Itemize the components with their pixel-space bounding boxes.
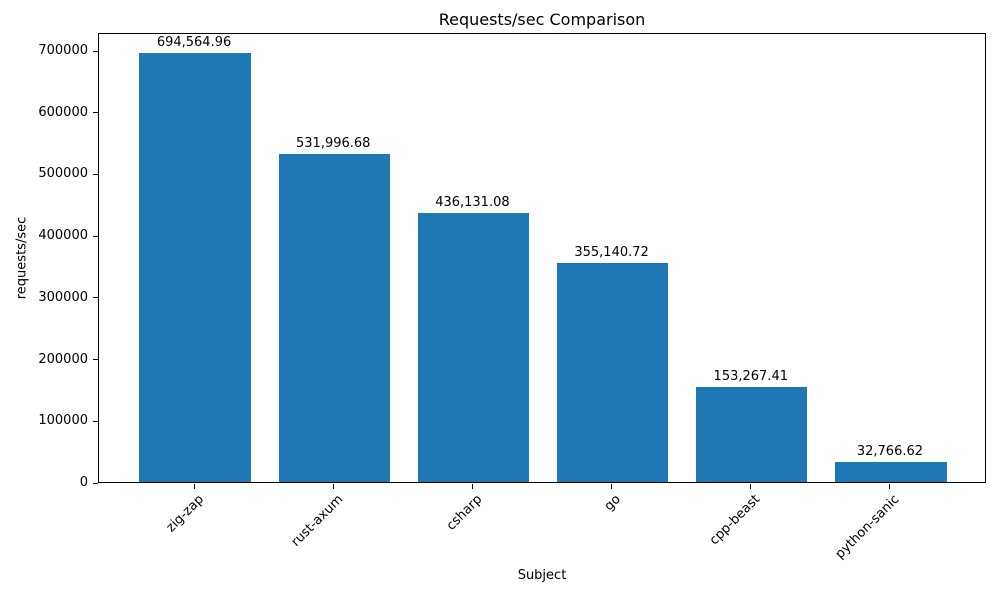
x-tick-mark <box>193 484 195 489</box>
bar-value-label: 153,267.41 <box>713 369 788 385</box>
x-tick-label: zig-zap <box>163 492 207 536</box>
bar-rust-axum <box>278 153 390 482</box>
y-tick-mark <box>93 235 98 237</box>
bar-value-label: 355,140.72 <box>574 244 649 260</box>
y-tick-label: 600000 <box>38 104 88 120</box>
x-tick-mark <box>889 484 891 489</box>
y-tick-mark <box>93 50 98 52</box>
y-tick-label: 100000 <box>38 413 88 429</box>
y-tick-mark <box>93 482 98 484</box>
y-tick-mark <box>93 112 98 114</box>
x-tick-label: go <box>602 492 625 515</box>
x-tick-mark <box>611 484 613 489</box>
y-tick-label: 500000 <box>38 166 88 182</box>
bar-zig-zap <box>139 53 251 482</box>
plot-area <box>98 33 986 483</box>
y-tick-mark <box>93 173 98 175</box>
x-tick-mark <box>332 484 334 489</box>
y-tick-mark <box>93 359 98 361</box>
bar-go <box>556 262 669 482</box>
x-tick-mark <box>750 484 752 489</box>
x-tick-label: rust-axum <box>288 492 346 550</box>
x-tick-label: csharp <box>443 492 486 534</box>
bar-value-label: 32,766.62 <box>856 443 924 459</box>
x-tick-mark <box>471 484 473 489</box>
x-tick-label: python-sanic <box>832 492 903 562</box>
chart-title: Requests/sec Comparison <box>438 10 646 29</box>
bar-value-label: 436,131.08 <box>435 194 510 210</box>
x-tick-label: cpp-beast <box>707 492 764 549</box>
bar-value-label: 531,996.68 <box>296 135 371 151</box>
y-tick-mark <box>93 297 98 299</box>
y-tick-label: 400000 <box>38 228 88 244</box>
y-axis-label: requests/sec <box>14 216 30 300</box>
y-tick-label: 200000 <box>38 351 88 367</box>
y-tick-label: 700000 <box>38 43 88 59</box>
y-tick-label: 0 <box>79 475 88 490</box>
bar-cpp-beast <box>696 387 808 482</box>
bar-csharp <box>417 212 530 482</box>
x-axis-label: Subject <box>517 568 567 583</box>
bar-python-sanic <box>835 461 947 482</box>
y-tick-label: 300000 <box>38 289 88 305</box>
y-tick-mark <box>93 420 98 422</box>
bar-value-label: 694,564.96 <box>156 35 232 51</box>
